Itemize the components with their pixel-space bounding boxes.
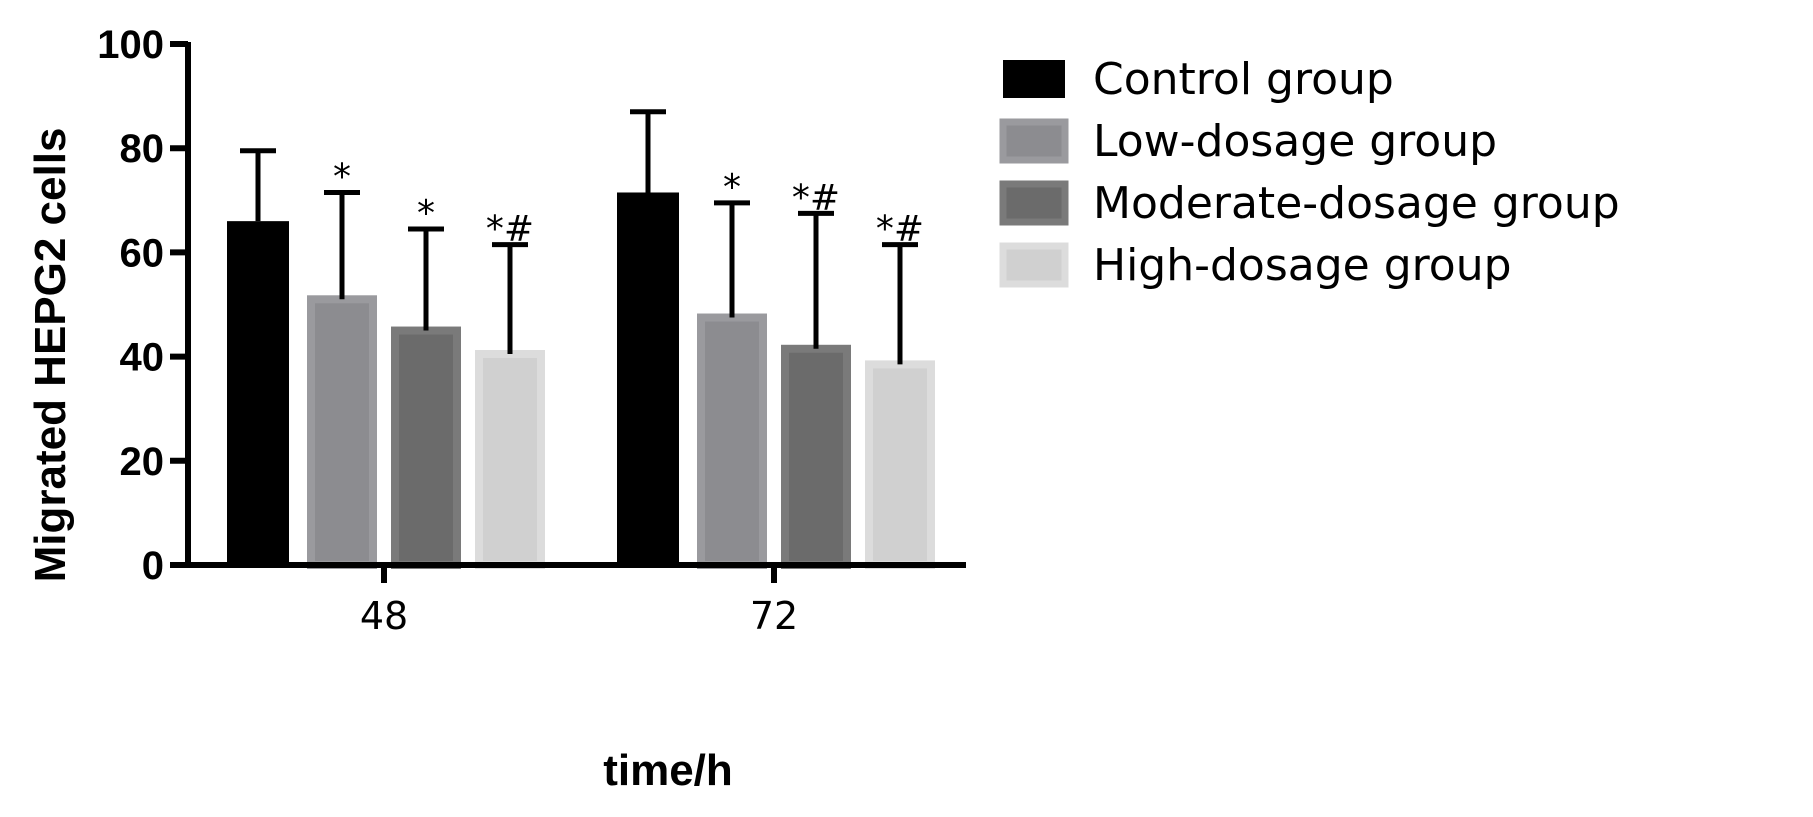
legend-swatch-high-dosage-group bbox=[999, 242, 1069, 288]
bar-moderate-dosage-group-48 bbox=[391, 326, 461, 569]
x-axis-title: time/h bbox=[603, 746, 733, 795]
error-bar-control-group-72 bbox=[630, 109, 666, 193]
significance-label-moderate-dosage-group-48: * bbox=[417, 193, 435, 234]
error-bar-control-group-48 bbox=[240, 148, 276, 222]
bar-control-group-72 bbox=[617, 192, 679, 566]
bar-high-dosage-group-72 bbox=[865, 360, 935, 570]
legend-swatch-low-dosage-group bbox=[999, 118, 1069, 164]
x-ticks-group: 48 72 bbox=[360, 565, 798, 638]
legend-swatch-control-group bbox=[1003, 60, 1065, 98]
y-tick-label-40: 40 bbox=[120, 336, 165, 380]
legend-label-high-dosage-group: High-dosage group bbox=[1093, 240, 1512, 291]
bar-high-dosage-group-48 bbox=[475, 349, 545, 569]
x-tick-label-72: 72 bbox=[750, 594, 798, 638]
y-tick-label-20: 20 bbox=[120, 440, 165, 484]
bar-moderate-dosage-group-72 bbox=[781, 344, 851, 569]
significance-label-high-dosage-group-72: *# bbox=[876, 209, 924, 250]
axes-group bbox=[185, 42, 966, 568]
legend-item-high-dosage-group: High-dosage group bbox=[999, 240, 1512, 291]
significance-label-low-dosage-group-48: * bbox=[333, 156, 351, 197]
y-tick-label-0: 0 bbox=[142, 544, 164, 588]
legend-item-moderate-dosage-group: Moderate-dosage group bbox=[999, 178, 1620, 229]
error-bar-moderate-dosage-group-48 bbox=[408, 226, 444, 331]
error-bar-high-dosage-group-72 bbox=[882, 242, 918, 365]
bars-group bbox=[227, 192, 935, 570]
error-bar-high-dosage-group-48 bbox=[492, 242, 528, 354]
legend-item-control-group: Control group bbox=[1003, 54, 1394, 105]
y-ticks-group: 0 20 40 60 80 100 bbox=[97, 23, 188, 588]
significance-label-moderate-dosage-group-72: *# bbox=[792, 177, 840, 218]
legend: Control group Low-dosage group Moderate-do… bbox=[999, 54, 1620, 291]
x-tick-label-48: 48 bbox=[360, 594, 408, 638]
legend-label-moderate-dosage-group: Moderate-dosage group bbox=[1093, 178, 1620, 229]
legend-label-control-group: Control group bbox=[1093, 54, 1394, 105]
bar-low-dosage-group-48 bbox=[307, 295, 377, 569]
significance-labels-group: * * *# * *# *# bbox=[333, 156, 924, 249]
legend-item-low-dosage-group: Low-dosage group bbox=[999, 116, 1497, 167]
bar-control-group-48 bbox=[227, 221, 289, 565]
bar-low-dosage-group-72 bbox=[697, 313, 767, 569]
significance-label-high-dosage-group-48: *# bbox=[486, 209, 534, 250]
error-bars-group bbox=[240, 109, 918, 365]
legend-swatch-moderate-dosage-group bbox=[999, 180, 1069, 226]
y-tick-label-100: 100 bbox=[97, 23, 164, 67]
error-bar-moderate-dosage-group-72 bbox=[798, 210, 834, 349]
y-tick-label-60: 60 bbox=[120, 231, 165, 275]
y-axis-title: Migrated HEPG2 cells bbox=[26, 128, 75, 583]
significance-label-low-dosage-group-72: * bbox=[723, 167, 741, 208]
legend-label-low-dosage-group: Low-dosage group bbox=[1093, 116, 1497, 167]
error-bar-low-dosage-group-48 bbox=[324, 189, 360, 300]
y-tick-label-80: 80 bbox=[120, 127, 165, 171]
error-bar-low-dosage-group-72 bbox=[714, 200, 750, 318]
